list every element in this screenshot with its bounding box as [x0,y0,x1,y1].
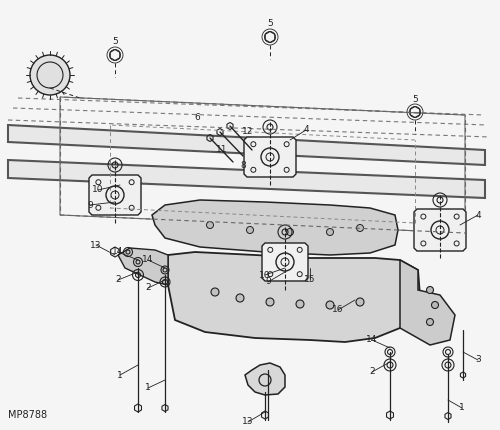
Text: 14: 14 [366,335,378,344]
Text: 13: 13 [242,418,254,427]
Circle shape [211,288,219,296]
Text: 2: 2 [145,283,151,292]
Text: 9: 9 [265,277,271,286]
Text: 1: 1 [459,403,465,412]
Polygon shape [152,200,398,255]
Circle shape [296,300,304,308]
Circle shape [236,294,244,302]
Polygon shape [8,160,485,198]
Text: 12: 12 [242,128,254,136]
Polygon shape [262,243,308,281]
Circle shape [246,227,254,233]
Circle shape [326,228,334,236]
Circle shape [356,298,364,306]
Polygon shape [245,363,285,395]
Text: 3: 3 [475,356,481,365]
Text: 9: 9 [87,200,93,209]
Text: 13: 13 [90,240,102,249]
Circle shape [286,228,294,236]
Text: 5: 5 [112,37,118,46]
Text: 11: 11 [216,145,228,154]
Text: 14: 14 [112,248,124,257]
Text: 15: 15 [304,276,316,285]
Text: MP8788: MP8788 [8,410,47,420]
Polygon shape [118,248,168,285]
Text: 1: 1 [117,371,123,380]
Circle shape [30,55,70,95]
Text: 10: 10 [92,185,104,194]
Text: 4: 4 [303,126,309,135]
Text: 14: 14 [142,255,154,264]
Text: 2: 2 [369,368,375,377]
Text: 8: 8 [240,160,246,169]
Circle shape [266,298,274,306]
Circle shape [426,286,434,294]
Text: 2: 2 [115,276,121,285]
Text: 16: 16 [332,305,344,314]
Text: 4: 4 [475,211,481,219]
Text: 10: 10 [259,270,271,280]
Polygon shape [400,260,455,345]
Text: 6: 6 [194,114,200,123]
Circle shape [426,319,434,326]
Text: 5: 5 [267,18,273,28]
Polygon shape [8,125,485,165]
Polygon shape [414,209,466,251]
Polygon shape [244,137,296,177]
Polygon shape [168,252,420,342]
Circle shape [356,224,364,231]
Text: 5: 5 [412,95,418,104]
Polygon shape [89,175,141,215]
Text: 1: 1 [145,384,151,393]
Circle shape [206,221,214,228]
Circle shape [326,301,334,309]
Circle shape [432,301,438,308]
